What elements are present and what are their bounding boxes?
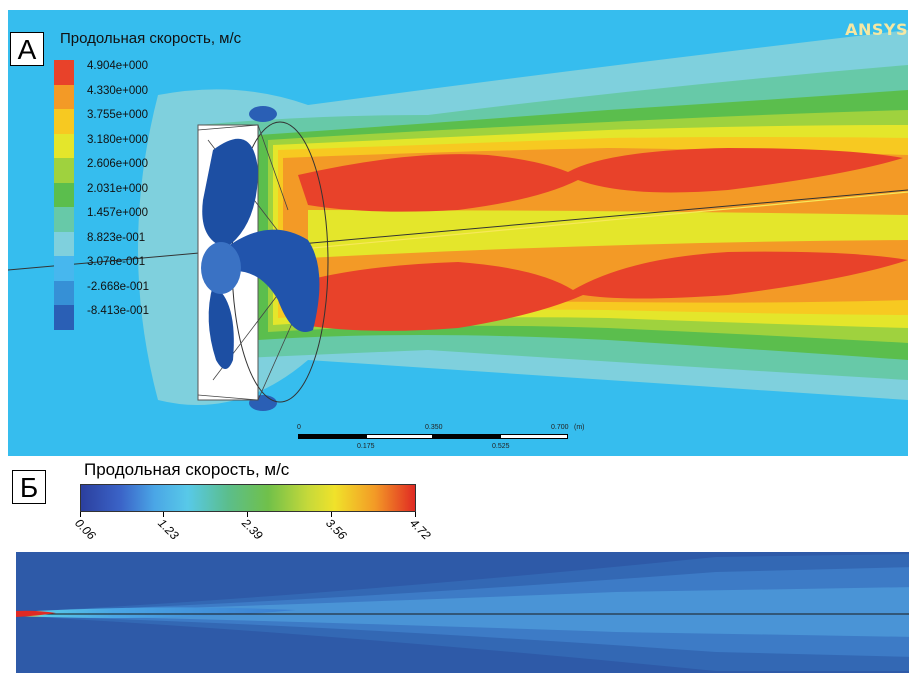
legend-swatch (54, 256, 74, 281)
legend-label: 1.457e+000 (87, 207, 149, 219)
legend-label: 2.031e+000 (87, 182, 149, 195)
panel-a: А Продольная скорость, м/с ANSYS 4.904e+… (8, 10, 908, 456)
legend-label: 8.823e-001 (87, 231, 146, 244)
legend-swatch (54, 109, 74, 134)
legend-label: 3.755e+000 (87, 109, 149, 121)
panel-a-legend-title: Продольная скорость, м/с (60, 30, 242, 47)
legend-label: 3.180e+000 (87, 133, 149, 146)
scale-bar (298, 434, 568, 440)
legend-swatch (54, 84, 74, 110)
legend-label: 2.606e+000 (87, 158, 149, 170)
panel-a-flow-field (8, 10, 908, 456)
legend-label: 4.330e+000 (87, 84, 149, 97)
legend-label: -2.668e-001 (87, 280, 150, 293)
scale-label-0: 0 (297, 424, 301, 431)
scale-label-525: 0.525 (492, 443, 510, 450)
legend-label: -8.413e-001 (87, 305, 150, 317)
scale-label-700: 0.700 (551, 424, 569, 431)
legend-label: 4.904e+000 (87, 60, 149, 72)
panel-b-colorbar (80, 484, 416, 512)
legend-swatch (54, 182, 74, 208)
scale-label-175: 0.175 (357, 443, 375, 450)
legend-swatch (54, 231, 74, 257)
legend-swatch (54, 60, 74, 85)
ansys-logo: ANSYS (845, 20, 908, 39)
legend-swatch (54, 280, 74, 306)
legend-swatch (54, 158, 74, 183)
panel-b-flow-field (16, 552, 909, 673)
legend-swatch (54, 305, 74, 330)
panel-b-letter: Б (12, 470, 46, 504)
scale-label-350: 0.350 (425, 424, 443, 431)
legend-swatch (54, 133, 74, 159)
legend-swatch (54, 207, 74, 232)
scale-unit: (m) (574, 424, 585, 431)
panel-b-legend-title: Продольная скорость, м/с (84, 460, 290, 479)
panel-a-letter: А (10, 32, 44, 66)
legend-label: 3.078e-001 (87, 256, 146, 268)
panel-b: Б Продольная скорость, м/с (8, 456, 909, 675)
